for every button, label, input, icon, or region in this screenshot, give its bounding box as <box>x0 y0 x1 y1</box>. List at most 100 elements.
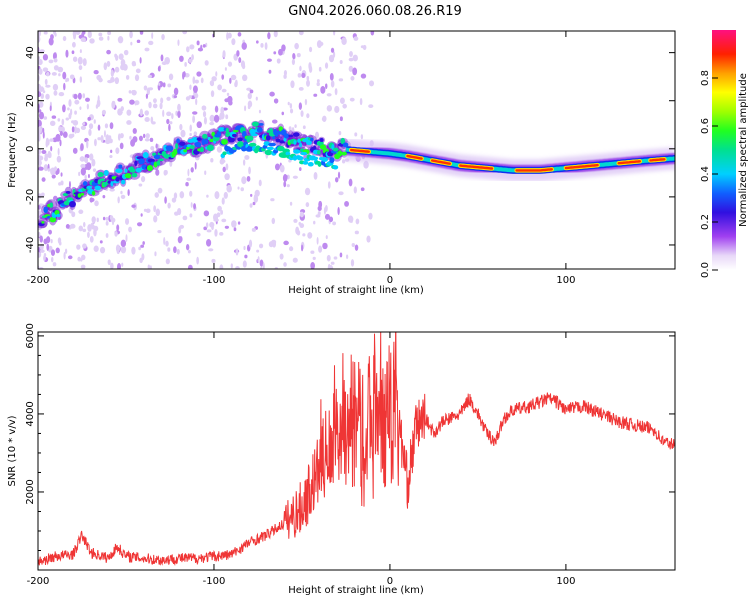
noise-speck <box>78 171 81 177</box>
x-tick-label: 0 <box>387 275 393 286</box>
ridge-blob <box>279 140 286 144</box>
noise-speck <box>38 56 41 60</box>
noise-speck <box>49 105 52 112</box>
noise-speck <box>257 256 260 264</box>
figure-title: GN04.2026.060.08.26.R19 <box>288 4 462 19</box>
noise-speck <box>221 88 227 93</box>
noise-speck <box>48 37 54 46</box>
x-tick-label: 0 <box>387 576 393 587</box>
ridge-blob <box>306 140 312 146</box>
noise-speck <box>89 197 95 202</box>
noise-speck <box>306 79 310 87</box>
noise-speck <box>46 236 51 244</box>
noise-speck <box>43 31 48 35</box>
noise-speck <box>109 188 115 192</box>
noise-speck <box>223 191 228 199</box>
noise-speck <box>327 181 331 189</box>
noise-speck <box>189 44 195 50</box>
ridge-blob <box>237 137 243 142</box>
ridge-blob <box>153 154 161 160</box>
noise-speck <box>40 87 45 91</box>
noise-speck <box>80 125 86 131</box>
noise-speck <box>332 221 337 226</box>
noise-speck <box>219 264 224 269</box>
noise-speck <box>72 41 76 48</box>
ridge-blob <box>207 136 211 141</box>
noise-speck <box>96 217 99 223</box>
ridge-blob <box>232 129 239 133</box>
noise-speck <box>168 123 171 132</box>
noise-speck <box>141 253 145 261</box>
noise-speck <box>299 65 302 72</box>
noise-speck <box>48 59 54 64</box>
snr-frame <box>37 331 676 571</box>
noise-speck <box>184 61 187 67</box>
noise-speck <box>219 112 225 120</box>
ridge-blob <box>275 138 281 143</box>
ridge-branch-blob <box>302 160 309 165</box>
noise-speck <box>117 36 124 44</box>
noise-speck <box>55 247 60 254</box>
noise-speck <box>52 195 58 201</box>
noise-speck <box>258 179 262 187</box>
noise-speck <box>139 108 143 117</box>
noise-speck <box>192 85 198 93</box>
noise-speck <box>335 177 339 183</box>
noise-speck <box>43 116 48 120</box>
noise-speck <box>140 175 146 183</box>
noise-speck <box>50 145 53 152</box>
noise-speck <box>68 99 72 107</box>
noise-speck <box>167 247 171 252</box>
noise-speck <box>145 133 150 139</box>
ridge-branch-blob <box>266 146 274 151</box>
noise-speck <box>43 164 49 172</box>
noise-speck <box>230 74 237 81</box>
noise-speck <box>298 31 304 36</box>
noise-speck <box>76 244 81 250</box>
noise-speck <box>237 186 240 190</box>
noise-speck <box>51 115 57 119</box>
noise-speck <box>262 262 265 269</box>
noise-speck <box>74 126 78 134</box>
noise-speck <box>322 115 327 122</box>
snr-ylabel: SNR (10 * v/v) <box>7 415 18 486</box>
ridge-blob <box>319 137 324 142</box>
noise-speck <box>359 97 363 106</box>
noise-speck <box>131 90 134 94</box>
noise-speck <box>305 202 310 208</box>
noise-speck <box>255 96 258 101</box>
ridge-blob <box>186 146 190 150</box>
noise-speck <box>137 222 143 227</box>
noise-speck <box>193 203 196 210</box>
noise-speck <box>105 139 111 145</box>
ridge-blob <box>141 164 147 170</box>
noise-speck <box>186 177 192 181</box>
ridge-blob <box>147 158 155 163</box>
noise-speck <box>47 168 51 172</box>
noise-speck <box>306 75 310 81</box>
noise-speck <box>273 98 279 104</box>
noise-speck <box>173 192 178 200</box>
noise-speck <box>169 121 173 125</box>
ridge-blob <box>176 138 180 144</box>
noise-speck <box>116 224 120 232</box>
noise-speck <box>71 211 76 218</box>
ridge-blob <box>43 206 49 214</box>
noise-speck <box>216 146 223 153</box>
noise-speck <box>58 92 65 97</box>
noise-speck <box>92 168 97 172</box>
ridge-blob <box>241 130 247 138</box>
noise-speck <box>247 92 252 100</box>
noise-speck <box>283 262 287 267</box>
noise-speck <box>189 132 192 137</box>
noise-speck <box>334 88 338 96</box>
noise-speck <box>120 190 123 195</box>
noise-speck <box>125 74 130 80</box>
noise-speck <box>87 31 92 39</box>
noise-speck <box>138 135 143 142</box>
noise-speck <box>226 32 229 41</box>
ridge-blob <box>206 144 214 152</box>
ridge-blob <box>153 161 158 168</box>
noise-speck <box>244 254 248 259</box>
noise-speck <box>316 237 319 245</box>
